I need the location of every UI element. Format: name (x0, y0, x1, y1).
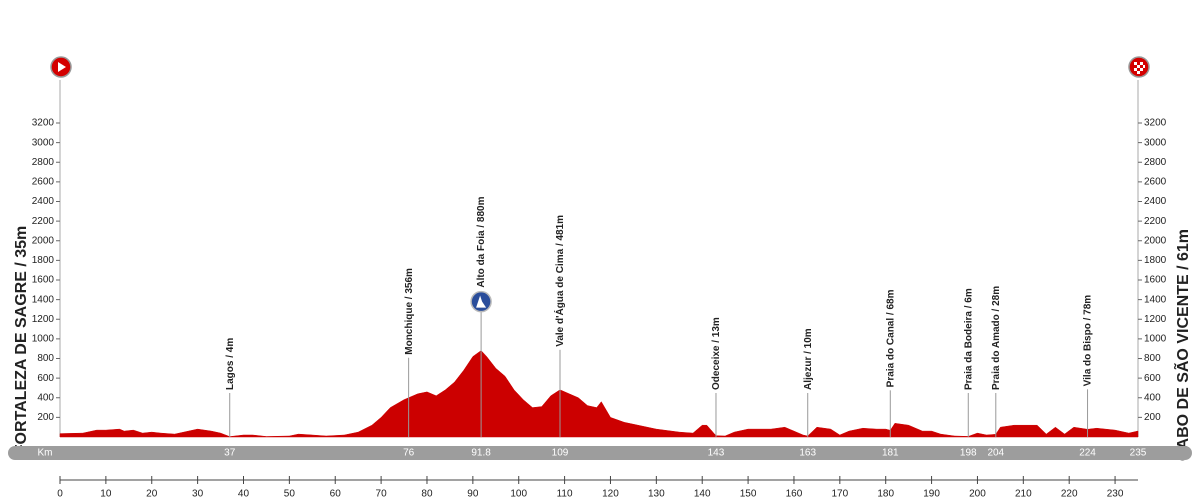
waypoint-km: 235 (1130, 448, 1147, 459)
waypoint-label: Praia do Canal / 68m (885, 289, 896, 387)
waypoint-km: 224 (1079, 448, 1096, 459)
start-icon (50, 56, 72, 78)
waypoint-label: Vila do Bispo / 78m (1083, 295, 1094, 387)
x-tick-label: 120 (602, 489, 619, 500)
x-tick-label: 90 (467, 489, 479, 500)
x-tick-label: 130 (648, 489, 665, 500)
finish-icon (1128, 56, 1150, 78)
y-tick-label-right: 1200 (1144, 314, 1167, 325)
waypoint-km: 91.8 (471, 448, 491, 459)
y-tick-label-right: 800 (1144, 353, 1161, 364)
y-tick-label: 600 (37, 373, 54, 384)
x-tick-label: 210 (1015, 489, 1032, 500)
x-tick-label: 30 (192, 489, 204, 500)
waypoint-label: Praia da Bodeira / 6m (963, 288, 974, 390)
y-tick-label: 3200 (32, 118, 55, 129)
y-tick-label: 1000 (32, 334, 55, 345)
x-tick-label: 70 (376, 489, 388, 500)
km-label: Km (38, 448, 53, 459)
finish-label: CABO DE SÃO VICENTE / 61m (1172, 229, 1192, 461)
y-tick-label: 1400 (32, 294, 55, 305)
waypoint-km: 109 (552, 448, 569, 459)
waypoint-label: Lagos / 4m (225, 338, 236, 390)
y-tick-label-right: 2200 (1144, 216, 1167, 227)
y-tick-label: 1800 (32, 255, 55, 266)
y-tick-label: 2800 (32, 157, 55, 168)
x-tick-label: 190 (923, 489, 940, 500)
start-label: FORTALEZA DE SAGRE / 35m (13, 226, 30, 454)
x-tick-label: 0 (57, 489, 63, 500)
km-bar (8, 446, 1192, 460)
waypoint-km: 204 (987, 448, 1004, 459)
waypoint-km: 76 (403, 448, 415, 459)
waypoint-label: Monchique / 356m (404, 268, 415, 355)
y-tick-label-right: 1600 (1144, 275, 1167, 286)
waypoint-label: Odeceixe / 13m (711, 317, 722, 390)
y-tick-label: 2400 (32, 196, 55, 207)
waypoint-km: 198 (960, 448, 977, 459)
waypoint-km: 163 (799, 448, 816, 459)
waypoint-km: 37 (224, 448, 236, 459)
x-tick-label: 170 (831, 489, 848, 500)
x-tick-label: 200 (969, 489, 986, 500)
y-tick-label: 2000 (32, 235, 55, 246)
climb-mark (476, 295, 487, 308)
y-tick-label-right: 3000 (1144, 137, 1167, 148)
y-tick-label-right: 1800 (1144, 255, 1167, 266)
x-tick-label: 100 (510, 489, 527, 500)
x-tick-label: 110 (557, 489, 573, 500)
y-tick-label: 400 (37, 392, 54, 403)
y-tick-label-right: 2400 (1144, 196, 1167, 207)
x-tick-label: 40 (238, 489, 250, 500)
y-tick-label-right: 600 (1144, 373, 1161, 384)
x-tick-label: 140 (694, 489, 711, 500)
x-tick-label: 20 (146, 489, 158, 500)
waypoint-label: Alto da Foia / 880m (476, 196, 487, 287)
climb-icon (470, 290, 492, 313)
y-tick-label: 3000 (32, 137, 55, 148)
y-tick-label-right: 1000 (1144, 334, 1167, 345)
y-tick-label: 2200 (32, 216, 55, 227)
x-tick-label: 160 (786, 489, 803, 500)
waypoint-km: 181 (882, 448, 899, 459)
y-tick-label: 2600 (32, 177, 55, 188)
y-tick-label-right: 2800 (1144, 157, 1167, 168)
x-tick-label: 50 (284, 489, 296, 500)
waypoint-km: 143 (708, 448, 725, 459)
x-tick-label: 220 (1061, 489, 1078, 500)
y-tick-label-right: 1400 (1144, 294, 1167, 305)
waypoint-label: Aljezur / 10m (803, 328, 814, 390)
y-tick-label-right: 2600 (1144, 177, 1167, 188)
x-tick-label: 10 (100, 489, 112, 500)
y-tick-label: 200 (37, 412, 54, 423)
y-tick-label-right: 400 (1144, 392, 1161, 403)
x-tick-label: 80 (421, 489, 433, 500)
y-tick-label-right: 200 (1144, 412, 1161, 423)
y-tick-label-right: 3200 (1144, 118, 1167, 129)
x-tick-label: 150 (740, 489, 757, 500)
waypoint-label: Praia do Amado / 28m (991, 286, 1002, 390)
x-tick-label: 180 (877, 489, 894, 500)
x-tick-label: 230 (1107, 489, 1124, 500)
y-tick-label: 1600 (32, 275, 55, 286)
waypoint-label: Vale d'Água de Cima / 481m (553, 215, 566, 347)
elevation-area (59, 350, 1139, 438)
y-tick-label: 1200 (32, 314, 55, 325)
y-tick-label-right: 2000 (1144, 235, 1167, 246)
x-tick-label: 60 (330, 489, 342, 500)
y-tick-label: 800 (37, 353, 54, 364)
